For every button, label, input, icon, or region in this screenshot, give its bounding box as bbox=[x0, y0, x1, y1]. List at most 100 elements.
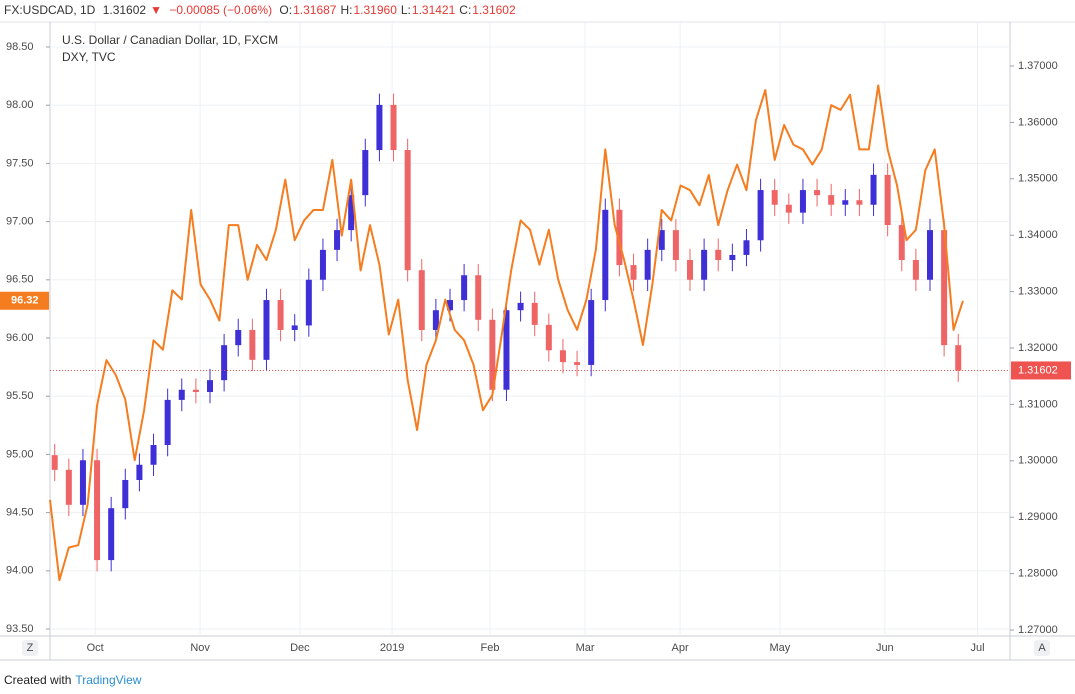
scale-button[interactable] bbox=[1034, 640, 1050, 656]
header: FX:USDCAD, 1D 1.31602 ▼ −0.00085 (−0.06%)… bbox=[4, 3, 524, 17]
candle-body bbox=[927, 230, 933, 280]
created-with: Created with bbox=[4, 673, 72, 687]
candle-body bbox=[856, 200, 863, 205]
candle-body bbox=[912, 260, 919, 280]
candle-body bbox=[757, 190, 764, 241]
legend-entry: U.S. Dollar / Canadian Dollar, 1D, FXCM bbox=[62, 33, 278, 47]
y-tick-label: 98.00 bbox=[6, 99, 34, 111]
x-tick-label: Dec bbox=[290, 642, 310, 654]
candle-body bbox=[432, 310, 439, 330]
candle-body bbox=[941, 230, 948, 346]
y-tick-label: 93.50 bbox=[6, 623, 34, 635]
ohlc-label: C: bbox=[459, 3, 472, 17]
ohlc-value: 1.31421 bbox=[411, 3, 456, 17]
candle-body bbox=[376, 104, 383, 151]
ohlc-value: 1.31602 bbox=[472, 3, 516, 17]
candle-body bbox=[559, 350, 566, 363]
x-tick-label: Jul bbox=[970, 642, 984, 654]
candle-body bbox=[94, 460, 101, 561]
candle-body bbox=[122, 479, 129, 509]
y2-tick-label: 1.37000 bbox=[1018, 60, 1058, 72]
candle-body bbox=[785, 204, 792, 213]
ohlc-value: 1.31687 bbox=[293, 3, 337, 17]
x-tick-label: Mar bbox=[576, 642, 595, 654]
candle-body bbox=[503, 310, 510, 390]
x-tick-label: Apr bbox=[672, 642, 689, 654]
y-tick-label: 96.00 bbox=[6, 332, 34, 344]
footer: Created with TradingView bbox=[4, 673, 141, 687]
candle-body bbox=[842, 200, 849, 205]
candle-body bbox=[870, 174, 877, 205]
y-tick-label: 95.00 bbox=[6, 448, 34, 460]
x-tick-label: May bbox=[769, 642, 790, 654]
candle-body bbox=[348, 195, 355, 231]
candle-body bbox=[404, 150, 411, 271]
candle-body bbox=[235, 329, 242, 346]
candle-body bbox=[884, 174, 891, 226]
x-tick-label: Oct bbox=[87, 642, 104, 654]
change: −0.00085 (−0.06%) bbox=[169, 3, 273, 17]
x-tick-label: 2019 bbox=[380, 642, 404, 654]
candle-body bbox=[362, 150, 369, 196]
candle-body bbox=[799, 190, 806, 213]
scale-button-label[interactable]: A bbox=[1038, 642, 1046, 654]
ohlc-label: H: bbox=[340, 3, 353, 17]
ohlc: O:1.31687 H:1.31960 L:1.31421 C:1.31602 bbox=[279, 3, 519, 17]
candle-body bbox=[602, 209, 609, 301]
y2-tick-label: 1.28000 bbox=[1018, 568, 1058, 580]
y2-tick-label: 1.30000 bbox=[1018, 455, 1058, 467]
y2-tick-label: 1.35000 bbox=[1018, 173, 1058, 185]
candle-body bbox=[79, 460, 86, 505]
y-tick-label: 97.50 bbox=[6, 157, 34, 169]
y-tick-label: 94.00 bbox=[6, 565, 34, 577]
last-value-box bbox=[0, 291, 49, 310]
candle-body bbox=[418, 270, 425, 330]
candle-body bbox=[729, 254, 736, 261]
y2-tick-label: 1.34000 bbox=[1018, 229, 1058, 241]
last-price-box bbox=[1011, 361, 1071, 380]
candle-body bbox=[207, 380, 213, 392]
y2-tick-label: 1.33000 bbox=[1018, 286, 1058, 298]
candle-body bbox=[687, 260, 693, 280]
brand[interactable]: TradingView bbox=[75, 673, 142, 687]
candle-body bbox=[65, 469, 72, 505]
candle-body bbox=[630, 265, 637, 280]
legend-entry: DXY, TVC bbox=[62, 50, 116, 64]
candle-body bbox=[291, 325, 298, 330]
y2-tick-label: 1.36000 bbox=[1018, 116, 1058, 128]
candle-body bbox=[588, 300, 595, 365]
scale-button-label[interactable]: Z bbox=[27, 642, 34, 654]
candle-body bbox=[489, 319, 496, 390]
candle-body bbox=[743, 240, 750, 255]
candle-body bbox=[277, 300, 284, 330]
candle-body bbox=[108, 508, 115, 561]
line-series bbox=[49, 84, 964, 582]
candle-body bbox=[461, 275, 468, 301]
ohlc-value: 1.31960 bbox=[353, 3, 397, 17]
candle-body bbox=[715, 249, 722, 261]
x-tick-label: Feb bbox=[481, 642, 500, 654]
arrow: ▼ bbox=[150, 3, 162, 17]
candle-body bbox=[221, 345, 228, 381]
candle-body bbox=[390, 104, 397, 151]
candle-body bbox=[814, 190, 821, 196]
last-price: 1.31602 bbox=[102, 3, 147, 17]
y-tick-label: 94.50 bbox=[6, 507, 34, 519]
candle-body bbox=[828, 195, 835, 205]
candle-body bbox=[644, 249, 651, 280]
candle-body bbox=[574, 362, 581, 365]
candle-body bbox=[771, 190, 778, 205]
candle-body bbox=[305, 279, 312, 326]
candle-body bbox=[658, 230, 665, 250]
candle-body bbox=[319, 249, 326, 280]
symbol: FX:USDCAD, 1D bbox=[4, 3, 96, 17]
candle-body bbox=[616, 209, 623, 266]
candle-body bbox=[447, 300, 453, 311]
y2-tick-label: 1.32000 bbox=[1018, 342, 1058, 354]
candle-body bbox=[672, 230, 679, 261]
scale-button[interactable] bbox=[22, 640, 38, 656]
candle-body bbox=[545, 324, 552, 351]
candle-body bbox=[136, 464, 143, 480]
candle-body bbox=[249, 329, 256, 360]
